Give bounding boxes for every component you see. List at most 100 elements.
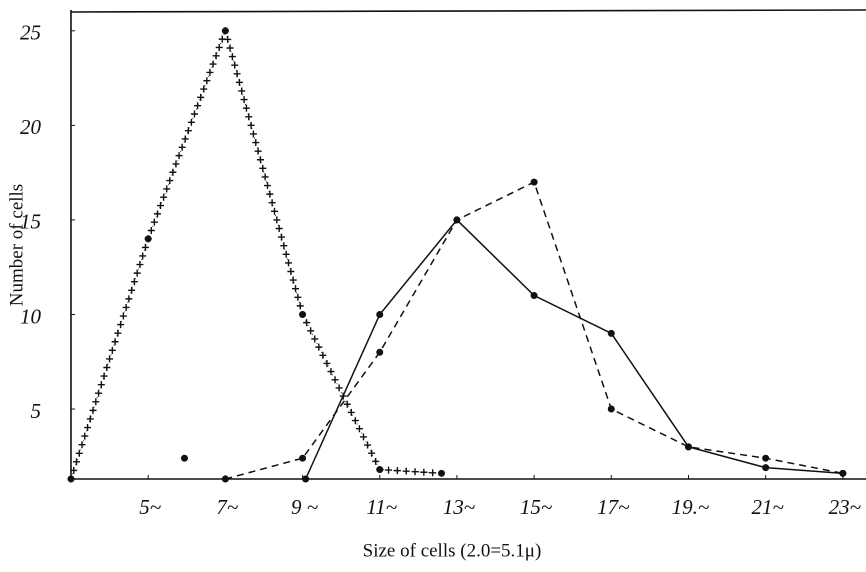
cross-marker: [75, 449, 83, 457]
data-point: [302, 475, 310, 483]
cross-marker: [141, 243, 149, 251]
data-point: [144, 235, 152, 243]
data-point: [67, 475, 75, 483]
cross-marker: [226, 44, 234, 52]
cross-marker: [351, 417, 359, 425]
series-line: [304, 218, 843, 480]
cross-marker: [268, 199, 276, 207]
top-frame: [70, 9, 866, 13]
y-tick-label: 15: [20, 210, 41, 234]
cross-marker: [233, 70, 241, 78]
cross-marker: [420, 468, 428, 476]
cross-marker: [130, 278, 138, 286]
cross-marker: [364, 441, 372, 449]
cross-marker: [289, 276, 297, 284]
cross-marker: [194, 102, 202, 110]
cross-marker: [136, 261, 144, 269]
x-tick-label: 21~: [751, 495, 784, 519]
cross-marker: [315, 343, 323, 351]
cross-marker: [119, 312, 127, 320]
x-tick-label: 17~: [597, 495, 630, 519]
data-point: [453, 216, 461, 224]
cross-marker: [128, 286, 136, 294]
cross-marker: [385, 466, 393, 474]
cross-marker: [70, 466, 78, 474]
cross-marker: [215, 43, 223, 51]
cross-marker: [108, 346, 116, 354]
data-point: [530, 292, 538, 300]
y-tick-label: 10: [20, 304, 42, 328]
cross-marker: [206, 68, 214, 76]
cross-marker: [235, 78, 243, 86]
data-point: [299, 310, 307, 318]
cross-marker: [347, 408, 355, 416]
cross-marker: [303, 319, 311, 327]
cross-marker: [270, 207, 278, 215]
cross-marker: [181, 135, 189, 143]
cross-marker: [411, 468, 419, 476]
x-axis-label: Size of cells (2.0=5.1μ): [363, 540, 542, 561]
data-point: [762, 464, 770, 472]
x-tick-label: 23~: [829, 495, 862, 519]
x-tick-label: 15~: [520, 495, 553, 519]
cross-marker: [160, 193, 168, 201]
cross-marker: [429, 469, 437, 477]
cross-marker: [84, 424, 92, 432]
x-tick-label: 19.~: [672, 495, 710, 519]
cross-marker: [122, 303, 130, 311]
cross-marker: [256, 156, 264, 164]
cross-marker: [111, 338, 119, 346]
cross-marker: [275, 225, 283, 233]
cross-marker: [153, 210, 161, 218]
cross-marker: [166, 177, 174, 185]
cross-marker: [261, 173, 269, 181]
data-point: [684, 443, 692, 451]
cross-marker: [175, 152, 183, 160]
cross-marker: [273, 216, 281, 224]
y-tick-label: 20: [20, 115, 42, 139]
cross-marker: [150, 218, 158, 226]
cross-marker: [359, 433, 367, 441]
cross-marker: [133, 269, 141, 277]
data-point: [839, 469, 847, 477]
cross-marker: [242, 104, 250, 112]
data-point: [299, 454, 307, 462]
cross-marker: [285, 259, 293, 267]
cross-marker: [197, 93, 205, 101]
data-point: [221, 475, 229, 483]
cross-marker: [103, 363, 111, 371]
cross-marker: [266, 190, 274, 198]
cross-marker: [81, 432, 89, 440]
y-axis-label: Number of cells: [6, 184, 27, 306]
cross-marker: [252, 139, 260, 147]
cross-marker: [292, 285, 300, 293]
cross-marker: [296, 302, 304, 310]
cross-marker: [224, 35, 232, 43]
cross-marker: [294, 293, 302, 301]
x-tick-label: 7~: [216, 495, 239, 519]
cross-marker: [355, 425, 363, 433]
cross-marker: [335, 384, 343, 392]
cross-marker: [73, 458, 81, 466]
cross-marker: [125, 295, 133, 303]
cross-marker: [368, 449, 376, 457]
cross-marker: [245, 113, 253, 121]
cross-marker: [228, 53, 236, 61]
cross-marker: [393, 467, 401, 475]
cross-marker: [95, 389, 103, 397]
data-point: [376, 466, 384, 474]
cross-marker: [117, 321, 125, 329]
data-point: [221, 27, 229, 35]
cross-marker: [200, 85, 208, 93]
cross-marker: [89, 406, 97, 414]
cross-marker: [139, 252, 147, 260]
cross-marker: [254, 147, 262, 155]
cross-marker: [172, 160, 180, 168]
cross-marker: [278, 233, 286, 241]
cross-marker: [100, 372, 108, 380]
cross-marker: [169, 168, 177, 176]
data-point: [437, 469, 445, 477]
cross-marker: [249, 130, 257, 138]
cross-marker: [282, 250, 290, 258]
